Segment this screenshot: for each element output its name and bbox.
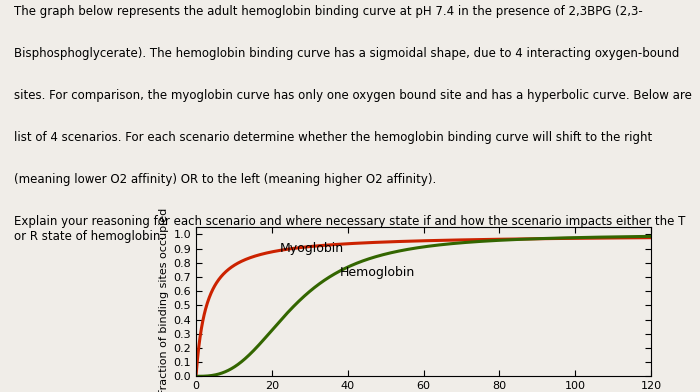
- Text: The graph below represents the adult hemoglobin binding curve at pH 7.4 in the p: The graph below represents the adult hem…: [14, 5, 643, 18]
- Text: Hemoglobin: Hemoglobin: [340, 266, 415, 279]
- Text: Explain your reasoning for each scenario and where necessary state if and how th: Explain your reasoning for each scenario…: [14, 215, 685, 243]
- Text: (meaning lower O2 affinity) OR to the left (meaning higher O2 affinity).: (meaning lower O2 affinity) OR to the le…: [14, 173, 436, 186]
- Text: sites. For comparison, the myoglobin curve has only one oxygen bound site and ha: sites. For comparison, the myoglobin cur…: [14, 89, 692, 102]
- Y-axis label: Fraction of binding sites occupied: Fraction of binding sites occupied: [159, 208, 169, 392]
- Text: list of 4 scenarios. For each scenario determine whether the hemoglobin binding : list of 4 scenarios. For each scenario d…: [14, 131, 652, 144]
- Text: Myoglobin: Myoglobin: [279, 241, 344, 254]
- Text: Bisphosphoglycerate). The hemoglobin binding curve has a sigmoidal shape, due to: Bisphosphoglycerate). The hemoglobin bin…: [14, 47, 680, 60]
